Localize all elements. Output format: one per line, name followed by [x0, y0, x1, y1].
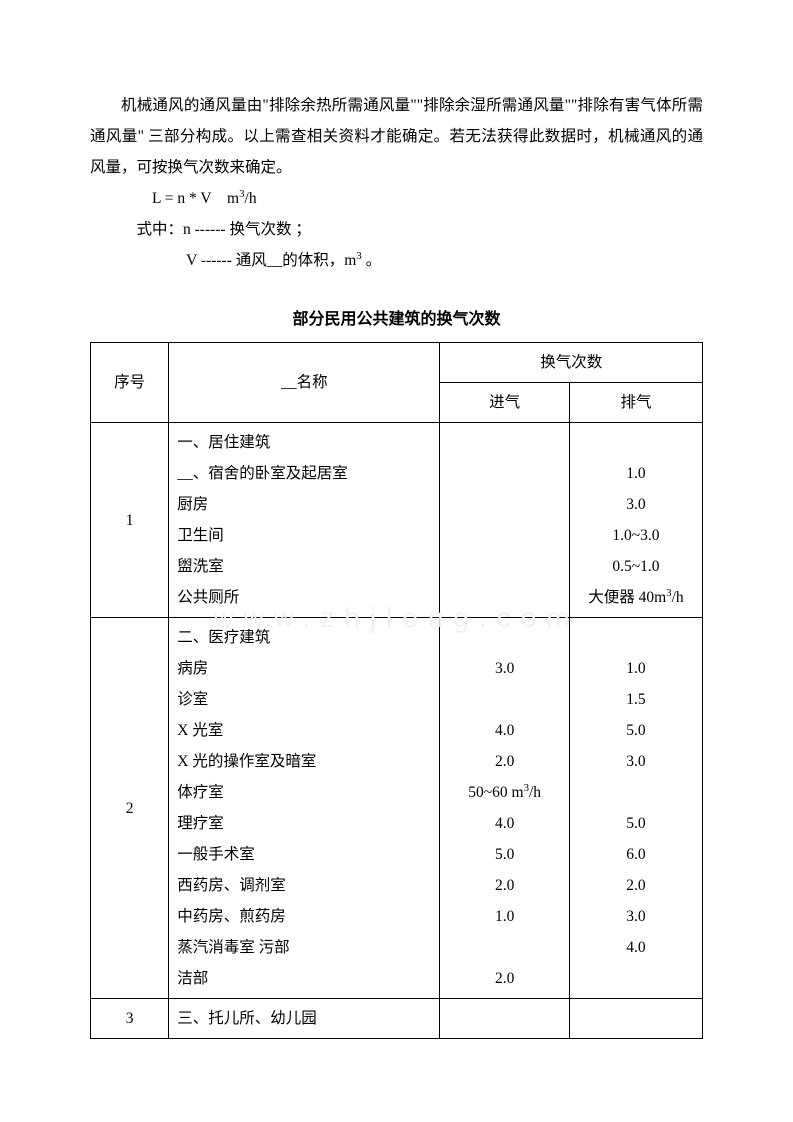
cell-seq: 2 — [91, 618, 169, 999]
intake-line — [448, 520, 560, 551]
intake-line — [448, 551, 560, 582]
intake-line: 1.0 — [448, 901, 560, 932]
exhaust-line: 1.0 — [578, 458, 694, 489]
th-group: 换气次数 — [440, 343, 703, 383]
name-line: 盥洗室 — [177, 551, 431, 582]
name-line: 体疗室 — [177, 777, 431, 808]
name-line: X 光的操作室及暗室 — [177, 746, 431, 777]
where-v: V ------ 通风__的体积，m3 。 — [90, 245, 703, 276]
name-line: __、宿舍的卧室及起居室 — [177, 458, 431, 489]
cell-intake — [440, 999, 569, 1039]
exhaust-line: 3.0 — [578, 746, 694, 777]
cell-exhaust: 1.01.55.03.0 5.06.02.03.04.0 — [569, 618, 702, 999]
formula-tail: /h — [245, 190, 257, 207]
table-row: 3 三、托儿所、幼儿园 — [91, 999, 703, 1039]
exhaust-line — [578, 777, 694, 808]
intro-paragraph: 机械通风的通风量由"排除余热所需通风量""排除余湿所需通风量""排除有害气体所需… — [90, 90, 703, 183]
cell-seq: 3 — [91, 999, 169, 1039]
name-line: 卫生间 — [177, 520, 431, 551]
intake-line: 2.0 — [448, 870, 560, 901]
intake-line: 2.0 — [448, 746, 560, 777]
cell-seq: 1 — [91, 423, 169, 618]
name-line: 二、医疗建筑 — [177, 622, 431, 653]
exhaust-line — [578, 1003, 694, 1034]
air-change-table: 序号 __名称 换气次数 进气 排气 1一、居住建筑__、宿舍的卧室及起居室厨房… — [90, 342, 703, 1039]
name-line: 一般手术室 — [177, 839, 431, 870]
th-seq: 序号 — [91, 343, 169, 423]
name-line: 公共厕所 — [177, 582, 431, 613]
intake-line — [448, 582, 560, 613]
name-line: 洁部 — [177, 963, 431, 994]
exhaust-line: 3.0 — [578, 489, 694, 520]
formula-text: L = n * V m — [152, 190, 239, 207]
name-line: 诊室 — [177, 684, 431, 715]
exhaust-line: 1.5 — [578, 684, 694, 715]
exhaust-line: 0.5~1.0 — [578, 551, 694, 582]
exhaust-line: 2.0 — [578, 870, 694, 901]
exhaust-line: 1.0 — [578, 653, 694, 684]
table-row: 2二、医疗建筑病房诊室X 光室X 光的操作室及暗室体疗室理疗室一般手术室西药房、… — [91, 618, 703, 999]
name-line: 三、托儿所、幼儿园 — [177, 1003, 431, 1034]
intake-line — [448, 622, 560, 653]
name-line: X 光室 — [177, 715, 431, 746]
intake-line: 4.0 — [448, 715, 560, 746]
cell-intake — [440, 423, 569, 618]
intake-line: 5.0 — [448, 839, 560, 870]
cell-exhaust: 1.03.01.0~3.00.5~1.0大便器 40m3/h — [569, 423, 702, 618]
document-page: www.zhjlong.com 机械通风的通风量由"排除余热所需通风量""排除余… — [0, 0, 793, 1122]
th-name: __名称 — [169, 343, 440, 423]
exhaust-line: 6.0 — [578, 839, 694, 870]
exhaust-line: 大便器 40m3/h — [578, 582, 694, 613]
exhaust-line: 1.0~3.0 — [578, 520, 694, 551]
name-line: 中药房、煎药房 — [177, 901, 431, 932]
th-exhaust: 排气 — [569, 383, 702, 423]
exhaust-line: 5.0 — [578, 715, 694, 746]
where-v-text: V ------ 通风__的体积，m — [186, 252, 356, 269]
name-line: 理疗室 — [177, 808, 431, 839]
intake-line: 4.0 — [448, 808, 560, 839]
name-line: 西药房、调剂室 — [177, 870, 431, 901]
where-v-tail: 。 — [362, 252, 381, 269]
intake-line: 50~60 m3/h — [448, 777, 560, 808]
exhaust-line — [578, 963, 694, 994]
exhaust-line — [578, 427, 694, 458]
intake-line — [448, 458, 560, 489]
intake-line — [448, 489, 560, 520]
cell-name: 三、托儿所、幼儿园 — [169, 999, 440, 1039]
table-row: 1一、居住建筑__、宿舍的卧室及起居室厨房卫生间盥洗室公共厕所 1.03.01.… — [91, 423, 703, 618]
formula-line: L = n * V m3/h — [90, 183, 703, 214]
exhaust-line: 3.0 — [578, 901, 694, 932]
table-title: 部分民用公共建筑的换气次数 — [90, 304, 703, 336]
where-n: 式中：n ------ 换气次数 ； — [90, 214, 703, 245]
cell-name: 二、医疗建筑病房诊室X 光室X 光的操作室及暗室体疗室理疗室一般手术室西药房、调… — [169, 618, 440, 999]
cell-exhaust — [569, 999, 702, 1039]
intake-line — [448, 1003, 560, 1034]
th-intake: 进气 — [440, 383, 569, 423]
intake-line — [448, 427, 560, 458]
exhaust-line: 4.0 — [578, 932, 694, 963]
intake-line — [448, 684, 560, 715]
name-line: 一、居住建筑 — [177, 427, 431, 458]
intake-line: 3.0 — [448, 653, 560, 684]
cell-intake: 3.0 4.02.050~60 m3/h4.05.02.01.0 2.0 — [440, 618, 569, 999]
exhaust-line — [578, 622, 694, 653]
table-header-row-1: 序号 __名称 换气次数 — [91, 343, 703, 383]
intake-line — [448, 932, 560, 963]
cell-name: 一、居住建筑__、宿舍的卧室及起居室厨房卫生间盥洗室公共厕所 — [169, 423, 440, 618]
intake-line: 2.0 — [448, 963, 560, 994]
name-line: 病房 — [177, 653, 431, 684]
name-line: 蒸汽消毒室 污部 — [177, 932, 431, 963]
table-body: 1一、居住建筑__、宿舍的卧室及起居室厨房卫生间盥洗室公共厕所 1.03.01.… — [91, 423, 703, 1039]
name-line: 厨房 — [177, 489, 431, 520]
exhaust-line: 5.0 — [578, 808, 694, 839]
